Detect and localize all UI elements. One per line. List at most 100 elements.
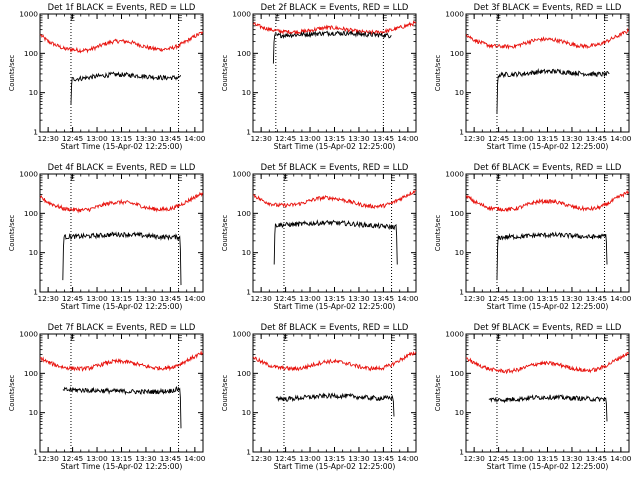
y-axis-label: Counts/sec <box>434 374 442 411</box>
panel-4: Det 4f BLACK = Events, RED = LLD 1 10 100 10… <box>8 162 206 311</box>
x-tick-label: 13:00 <box>86 134 108 143</box>
series-line-events <box>496 68 610 114</box>
x-axis-label: Start Time (15-Apr-02 12:25:00) <box>487 142 609 151</box>
x-tick-label: 13:15 <box>111 454 133 463</box>
x-tick-label: 13:15 <box>537 134 559 143</box>
y-tick-label: 1 <box>33 448 38 457</box>
y-tick-label: 100 <box>450 209 464 218</box>
panel-title: Det 9f BLACK = Events, RED = LLD <box>474 322 622 332</box>
y-axis-label: Counts/sec <box>434 54 442 91</box>
y-tick-label: 10 <box>455 408 465 417</box>
marker-label: E <box>391 334 396 343</box>
x-tick-label: 13:15 <box>111 294 133 303</box>
y-tick-label: 1000 <box>445 330 464 339</box>
y-tick-label: 10 <box>242 408 252 417</box>
panel-3: Det 3f BLACK = Events, RED = LLD 1 10 100 10… <box>434 2 632 151</box>
series-line-lld <box>465 351 630 375</box>
marker-label: E <box>496 174 501 183</box>
x-tick-label: 13:30 <box>561 294 583 303</box>
x-tick-label: 14:00 <box>397 134 419 143</box>
x-tick-label: 14:00 <box>397 294 419 303</box>
x-tick-label: 13:00 <box>299 294 321 303</box>
marker-label: E <box>70 14 75 23</box>
x-tick-label: 12:45 <box>488 454 510 463</box>
x-tick-label: 12:30 <box>37 134 59 143</box>
series-line-events <box>488 394 608 422</box>
y-tick-label: 1000 <box>19 170 38 179</box>
x-tick-label: 13:30 <box>561 134 583 143</box>
x-axis-label: Start Time (15-Apr-02 12:25:00) <box>61 462 183 471</box>
x-tick-label: 13:45 <box>160 134 182 143</box>
x-tick-label: 13:45 <box>160 294 182 303</box>
series-line-events <box>272 29 392 64</box>
y-tick-label: 1 <box>246 128 251 137</box>
marker-label: E <box>604 334 609 343</box>
y-tick-label: 100 <box>24 369 38 378</box>
x-tick-label: 13:45 <box>373 134 395 143</box>
series-line-lld <box>252 190 417 210</box>
x-axis-label: Start Time (15-Apr-02 12:25:00) <box>487 302 609 311</box>
y-tick-label: 1 <box>459 448 464 457</box>
x-axis-label: Start Time (15-Apr-02 12:25:00) <box>274 302 396 311</box>
panel-9: Det 9f BLACK = Events, RED = LLD 1 10 100 10… <box>434 322 632 471</box>
series-line-lld <box>465 189 630 213</box>
x-tick-label: 13:00 <box>86 454 108 463</box>
panel-2: Det 2f BLACK = Events, RED = LLD 1 10 100 10… <box>221 2 419 151</box>
panel-title: Det 5f BLACK = Events, RED = LLD <box>261 162 409 172</box>
plot-frame <box>465 173 630 293</box>
series-line-lld <box>39 350 204 372</box>
y-tick-label: 1000 <box>232 10 251 19</box>
panel-7: Det 7f BLACK = Events, RED = LLD 1 10 100 10… <box>8 322 206 471</box>
y-tick-label: 1 <box>33 288 38 297</box>
panel-title: Det 3f BLACK = Events, RED = LLD <box>474 2 622 12</box>
marker-label: E <box>391 174 396 183</box>
marker-label: E <box>70 334 75 343</box>
x-tick-label: 14:00 <box>184 454 206 463</box>
panel-5: Det 5f BLACK = Events, RED = LLD 1 10 100 10… <box>221 162 419 311</box>
x-tick-label: 13:30 <box>561 454 583 463</box>
marker-label: E <box>382 14 387 23</box>
y-tick-label: 1000 <box>19 10 38 19</box>
y-axis-label: Counts/sec <box>221 54 229 91</box>
x-tick-label: 13:30 <box>135 134 157 143</box>
y-tick-label: 100 <box>237 209 251 218</box>
x-tick-label: 13:45 <box>373 454 395 463</box>
y-tick-label: 10 <box>242 248 252 257</box>
y-tick-label: 10 <box>29 88 39 97</box>
series-line-events <box>70 71 181 105</box>
x-tick-label: 12:45 <box>62 454 84 463</box>
y-tick-label: 1 <box>459 128 464 137</box>
plot-frame <box>39 333 204 453</box>
y-axis-label: Counts/sec <box>8 374 16 411</box>
x-axis-label: Start Time (15-Apr-02 12:25:00) <box>274 142 396 151</box>
x-tick-label: 13:45 <box>586 294 608 303</box>
series-line-lld <box>465 27 630 50</box>
x-tick-label: 12:45 <box>275 294 297 303</box>
x-tick-label: 14:00 <box>184 134 206 143</box>
x-tick-label: 12:45 <box>62 294 84 303</box>
x-tick-label: 13:30 <box>135 454 157 463</box>
marker-label: E <box>70 174 75 183</box>
series-line-events <box>496 231 608 281</box>
series-line-events <box>62 231 182 286</box>
x-tick-label: 13:15 <box>537 454 559 463</box>
x-tick-label: 13:45 <box>586 454 608 463</box>
x-tick-label: 13:45 <box>586 134 608 143</box>
marker-label: E <box>178 334 183 343</box>
panel-title: Det 6f BLACK = Events, RED = LLD <box>474 162 622 172</box>
y-tick-label: 1 <box>33 128 38 137</box>
y-tick-label: 1000 <box>19 330 38 339</box>
y-tick-label: 100 <box>450 49 464 58</box>
panel-title: Det 7f BLACK = Events, RED = LLD <box>48 322 196 332</box>
series-line-events <box>273 219 398 265</box>
y-axis-label: Counts/sec <box>221 214 229 251</box>
y-tick-label: 10 <box>29 248 39 257</box>
marker-label: E <box>496 334 501 343</box>
y-tick-label: 1000 <box>232 330 251 339</box>
y-axis-label: Counts/sec <box>8 54 16 91</box>
panel-1: Det 1f BLACK = Events, RED = LLD 1 10 100 10… <box>8 2 206 151</box>
y-tick-label: 1000 <box>445 170 464 179</box>
panel-6: Det 6f BLACK = Events, RED = LLD 1 10 100 10… <box>434 162 632 311</box>
marker-label: E <box>604 174 609 183</box>
